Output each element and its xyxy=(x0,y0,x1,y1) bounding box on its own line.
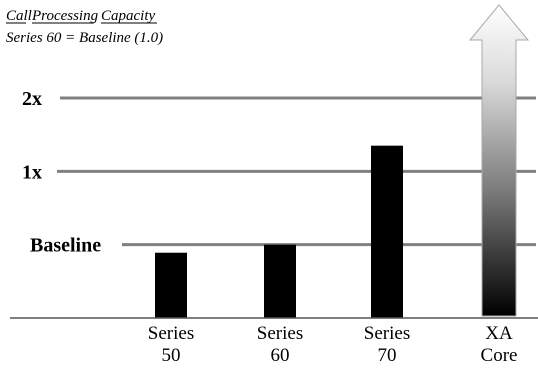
bar-series-60 xyxy=(264,244,296,318)
gridlines: Baseline 1x 2x xyxy=(22,88,536,257)
x-label-line1-0: Series xyxy=(148,323,194,344)
y-label-1x: 1x xyxy=(22,161,42,183)
bar-series-50 xyxy=(155,252,187,318)
title-word-2: Processing xyxy=(31,8,99,24)
x-label-line1-3: XA xyxy=(485,323,513,344)
title-word-1: Call xyxy=(6,8,32,24)
title-word-3: Capacity xyxy=(101,8,155,24)
y-label-2x: 2x xyxy=(22,88,42,110)
bars xyxy=(155,145,403,318)
bar-series-70 xyxy=(371,145,403,318)
y-label-baseline: Baseline xyxy=(30,235,101,257)
x-label-line2-0: 50 xyxy=(162,345,181,366)
x-label-line2-1: 60 xyxy=(271,345,290,366)
x-label-line1-2: Series xyxy=(364,323,410,344)
chart-title: Call Processing Capacity xyxy=(6,8,157,24)
chart-subtitle: Series 60 = Baseline (1.0) xyxy=(6,30,163,46)
x-label-line2-2: 70 xyxy=(378,345,397,366)
x-label-line1-1: Series xyxy=(257,323,303,344)
xa-core-arrow xyxy=(468,4,530,317)
x-label-line2-3: Core xyxy=(481,345,518,366)
